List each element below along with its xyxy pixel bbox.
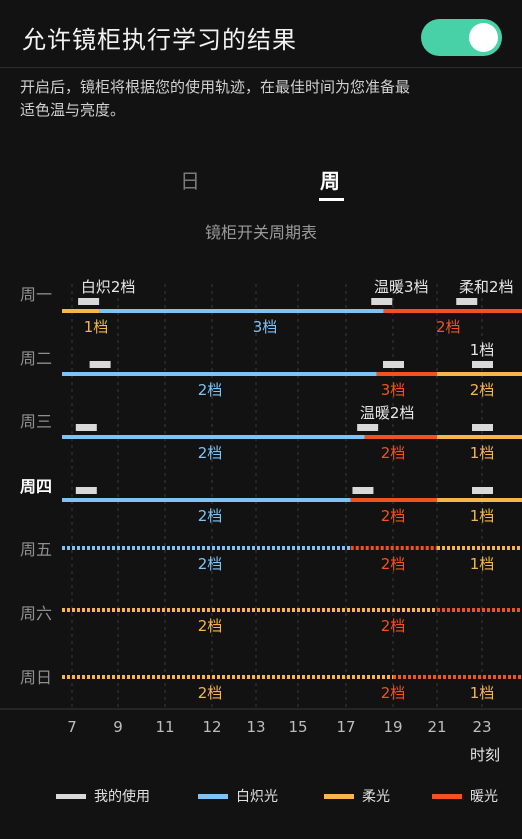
x-tick-label: 11 bbox=[155, 718, 174, 736]
day-label: 周日 bbox=[20, 668, 52, 687]
usage-marker bbox=[472, 487, 493, 494]
usage-label: 温暖2档 bbox=[360, 404, 415, 422]
x-tick-label: 7 bbox=[67, 718, 77, 736]
x-tick-label: 17 bbox=[336, 718, 355, 736]
segment-label: 2档 bbox=[198, 617, 223, 635]
usage-marker bbox=[383, 361, 404, 368]
legend-swatch-soft bbox=[324, 793, 354, 799]
x-tick-label: 23 bbox=[472, 718, 491, 736]
toggle-knob bbox=[469, 23, 498, 52]
usage-marker bbox=[357, 424, 379, 431]
usage-marker bbox=[352, 487, 374, 494]
segment-label: 2档 bbox=[470, 381, 495, 399]
segment-label: 1档 bbox=[470, 684, 495, 702]
x-tick-label: 9 bbox=[113, 718, 123, 736]
legend-label-usage: 我的使用 bbox=[94, 789, 150, 805]
usage-label: 柔和2档 bbox=[459, 278, 514, 296]
segment-label: 2档 bbox=[381, 555, 406, 573]
segment-label: 2档 bbox=[198, 507, 223, 525]
x-tick-label: 15 bbox=[288, 718, 307, 736]
legend-label-warm: 暖光 bbox=[470, 789, 498, 805]
segment-label: 1档 bbox=[470, 555, 495, 573]
chart-title: 镜柜开关周期表 bbox=[204, 223, 317, 242]
usage-marker bbox=[75, 487, 97, 494]
usage-marker bbox=[78, 298, 100, 305]
segment-label: 2档 bbox=[436, 318, 461, 336]
segment-label: 2档 bbox=[198, 684, 223, 702]
usage-marker bbox=[371, 298, 393, 305]
segment-label: 1档 bbox=[84, 318, 109, 336]
x-tick-label: 19 bbox=[383, 718, 402, 736]
x-tick-label: 21 bbox=[427, 718, 446, 736]
legend-swatch-warm bbox=[432, 793, 462, 799]
x-tick-label: 12 bbox=[202, 718, 221, 736]
day-label: 周四 bbox=[20, 477, 52, 496]
x-axis-label: 时刻 bbox=[470, 746, 500, 764]
segment-label: 2档 bbox=[381, 444, 406, 462]
usage-label: 1档 bbox=[470, 341, 495, 359]
segment-label: 3档 bbox=[381, 381, 406, 399]
segment-label: 2档 bbox=[381, 507, 406, 525]
tab-week[interactable]: 周 bbox=[320, 169, 340, 193]
page-title: 允许镜柜执行学习的结果 bbox=[22, 26, 297, 54]
description-text: 开启后，镜柜将根据您的使用轨迹，在最佳时间为您准备最适色温与亮度。 bbox=[20, 78, 411, 119]
segment-label: 2档 bbox=[381, 684, 406, 702]
legend-swatch-incandescent bbox=[198, 793, 228, 799]
usage-marker bbox=[89, 361, 111, 368]
header-divider bbox=[0, 67, 522, 68]
legend-item-usage: 我的使用 bbox=[56, 786, 150, 806]
legend-item-incandescent: 白炽光 bbox=[198, 786, 278, 806]
legend-item-warm: 暖光 bbox=[432, 786, 498, 806]
tab-week-indicator bbox=[319, 198, 344, 201]
segment-label: 1档 bbox=[470, 507, 495, 525]
tab-day[interactable]: 日 bbox=[180, 169, 200, 193]
usage-marker bbox=[456, 298, 478, 305]
day-label: 周三 bbox=[20, 412, 52, 431]
day-label: 周五 bbox=[20, 540, 52, 559]
legend-label-incandescent: 白炽光 bbox=[236, 789, 278, 805]
day-label: 周二 bbox=[20, 349, 52, 368]
segment-label: 2档 bbox=[381, 617, 406, 635]
legend-item-soft: 柔光 bbox=[324, 786, 390, 806]
segment-label: 3档 bbox=[253, 318, 278, 336]
legend-label-soft: 柔光 bbox=[362, 789, 390, 805]
usage-label: 白炽2档 bbox=[81, 278, 136, 296]
learning-toggle[interactable] bbox=[421, 19, 502, 56]
segment-label: 2档 bbox=[198, 555, 223, 573]
usage-marker bbox=[472, 361, 493, 368]
legend: 我的使用 白炽光 柔光 暖光 bbox=[0, 786, 522, 806]
segment-label: 2档 bbox=[198, 444, 223, 462]
legend-swatch-usage bbox=[56, 793, 86, 799]
day-label: 周六 bbox=[20, 604, 52, 623]
x-tick-label: 13 bbox=[246, 718, 265, 736]
usage-marker bbox=[75, 424, 97, 431]
day-label: 周一 bbox=[20, 285, 52, 304]
usage-marker bbox=[472, 424, 493, 431]
segment-label: 2档 bbox=[198, 381, 223, 399]
usage-label: 温暖3档 bbox=[374, 278, 429, 296]
segment-label: 1档 bbox=[470, 444, 495, 462]
